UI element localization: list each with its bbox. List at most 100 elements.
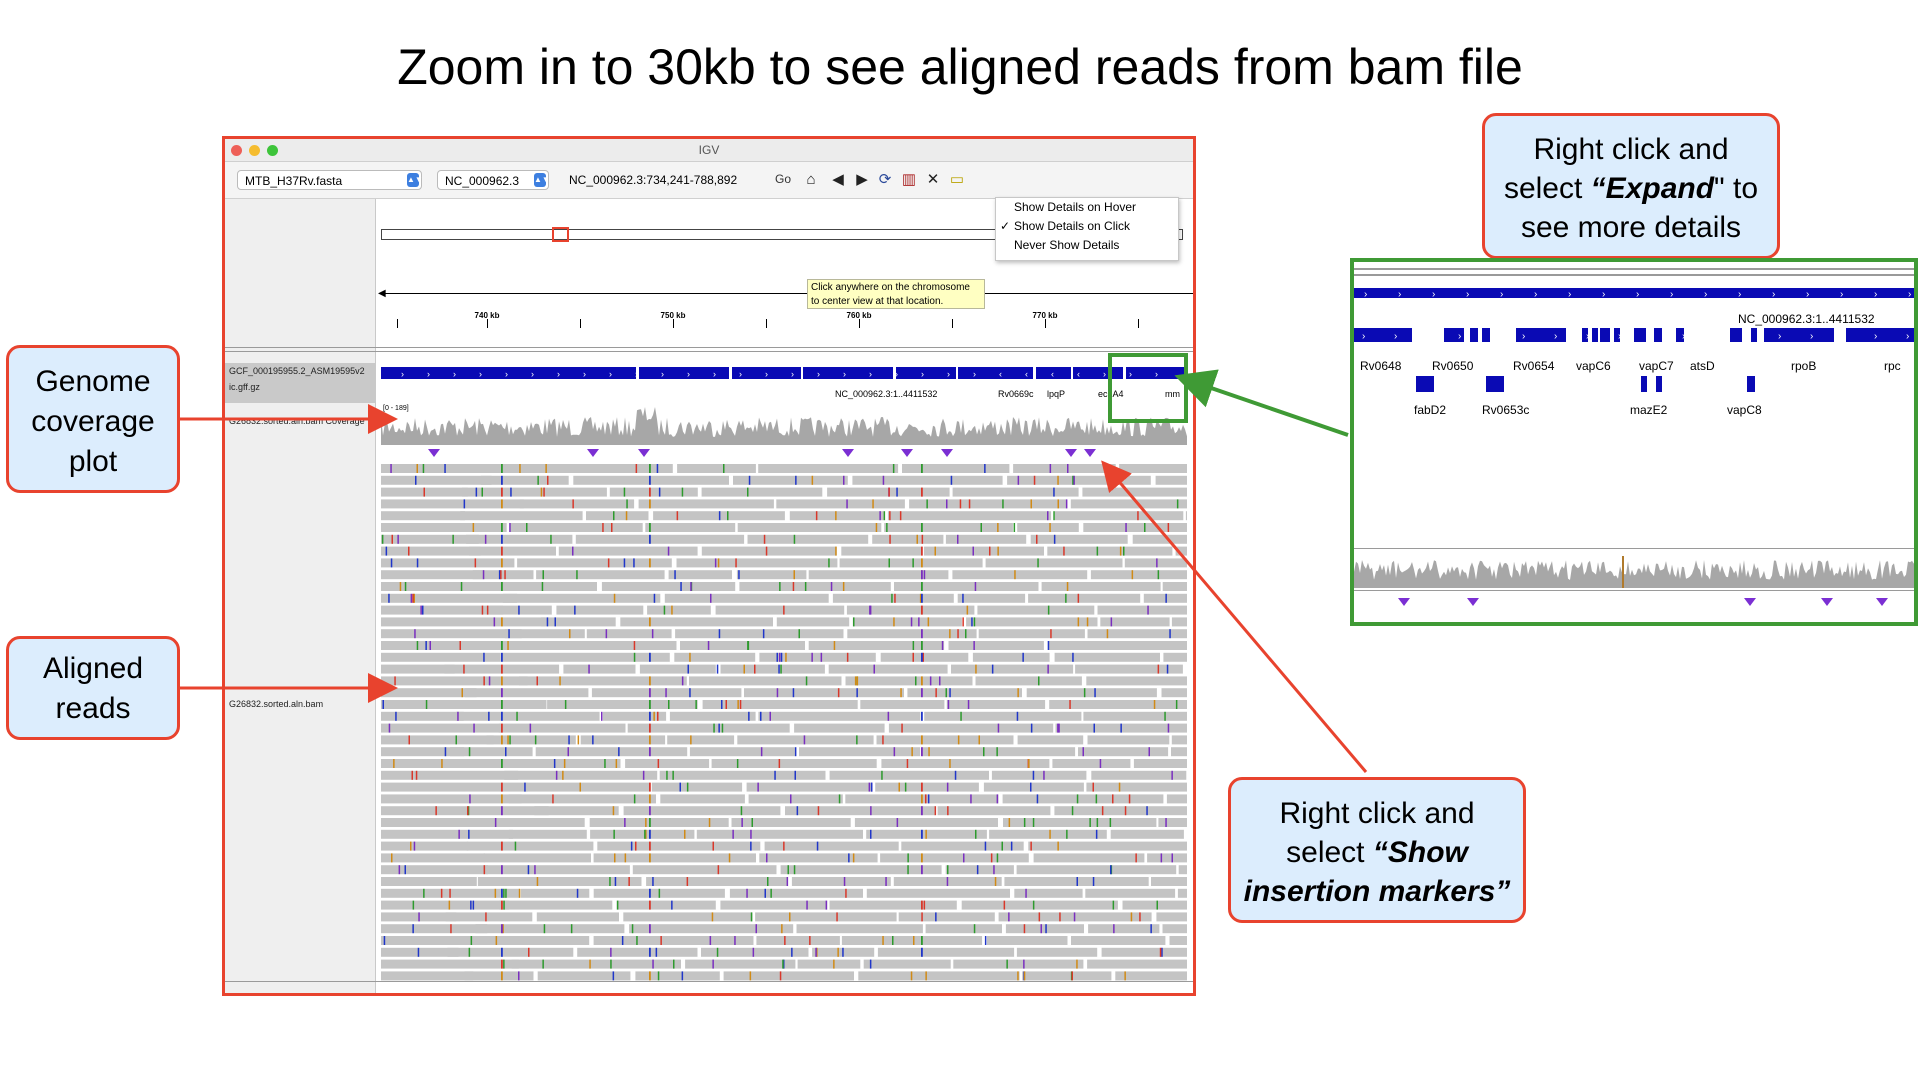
mismatch — [570, 924, 573, 934]
mismatch — [1003, 900, 1006, 910]
read — [638, 499, 774, 509]
zoom-window-button[interactable] — [267, 145, 278, 156]
insertion-arrow — [1101, 460, 1368, 773]
read — [536, 912, 619, 922]
insertion-marker[interactable] — [587, 449, 599, 457]
bottom-separator — [225, 981, 1193, 982]
mismatch — [613, 511, 615, 521]
back-icon[interactable]: ◀ — [832, 171, 844, 188]
mismatch — [658, 888, 661, 898]
menu-item-show-details-click[interactable]: ✓ Show Details on Click — [996, 217, 1178, 236]
read — [1171, 747, 1187, 757]
mismatch — [1053, 487, 1055, 497]
mismatch — [923, 570, 926, 580]
insertion-marker[interactable] — [941, 449, 953, 457]
mismatch — [991, 664, 994, 674]
mismatch — [735, 558, 737, 568]
variant-column — [921, 829, 923, 839]
annotation-track-name-2[interactable]: ic.gff.gz — [229, 382, 260, 392]
inset-expanded-genes[interactable]: › › › › › › › › › › › › › › › › › › — [1354, 328, 1914, 418]
strand-chevron: › — [1155, 369, 1158, 379]
strand-chevron: › — [765, 369, 768, 379]
close-window-button[interactable] — [231, 145, 242, 156]
chromosome-ideogram[interactable] — [381, 229, 1183, 240]
mismatch — [416, 641, 419, 650]
strand-chevron: › — [1602, 289, 1605, 300]
mismatch — [760, 747, 763, 757]
insertion-marker[interactable] — [1084, 449, 1096, 457]
read — [381, 877, 477, 886]
minimize-window-button[interactable] — [249, 145, 260, 156]
alignment-track-name[interactable]: G26832.sorted.aln.bam — [229, 699, 324, 709]
mismatch — [973, 617, 976, 627]
forward-icon[interactable]: ▶ — [856, 171, 868, 188]
strand-chevron: › — [1103, 369, 1106, 379]
aligned-reads-panel[interactable] — [381, 461, 1187, 981]
menu-item-show-details-hover[interactable]: Show Details on Hover — [1014, 200, 1137, 214]
mismatch — [652, 959, 654, 969]
mismatch — [947, 865, 949, 875]
chromosome-select[interactable]: NC_000962.3 ▲▼ — [437, 170, 550, 190]
read — [609, 487, 698, 497]
inset-gene — [1634, 328, 1646, 342]
mismatch — [1022, 652, 1024, 662]
refresh-icon[interactable]: ⟳ — [878, 171, 892, 188]
resize-icon[interactable]: ✕ — [926, 171, 940, 188]
mismatch — [621, 936, 624, 945]
mismatch — [918, 617, 920, 627]
go-button[interactable]: Go — [775, 172, 792, 186]
read — [1158, 818, 1187, 827]
insertion-marker[interactable] — [901, 449, 913, 457]
mismatch — [645, 829, 647, 839]
insertion-marker[interactable] — [428, 449, 440, 457]
mismatch — [681, 487, 684, 497]
read — [381, 688, 477, 698]
mismatch — [805, 676, 808, 686]
insertion-marker[interactable] — [1065, 449, 1077, 457]
strand-chevron: › — [531, 369, 534, 379]
home-icon[interactable]: ⌂ — [806, 171, 816, 188]
annotation-track-name[interactable]: GCF_000195955.2_ASM19595v2 — [229, 366, 365, 376]
gene-gap — [729, 367, 732, 379]
coverage-track-name[interactable]: G26832.sorted.aln.bam Coverage — [229, 416, 365, 426]
mismatch — [636, 936, 638, 945]
genome-select[interactable]: MTB_H37Rv.fasta ▲▼ — [237, 170, 423, 190]
mismatch — [1112, 794, 1114, 804]
read — [1162, 582, 1187, 591]
insertion-marker[interactable] — [842, 449, 854, 457]
mismatch — [1047, 664, 1049, 674]
inset-gene — [1654, 328, 1662, 342]
ruler-line[interactable] — [381, 293, 1193, 294]
mismatch — [912, 558, 914, 568]
locus-input[interactable]: NC_000962.3:734,241-788,892 — [569, 173, 738, 187]
mismatch — [913, 936, 915, 945]
read — [987, 936, 1068, 945]
gene-feature-bar[interactable] — [381, 367, 1187, 379]
mismatch — [1045, 924, 1047, 934]
popup-text-icon[interactable]: ▭ — [949, 171, 965, 188]
read — [1124, 558, 1187, 568]
read — [736, 570, 807, 580]
read — [675, 629, 844, 639]
read — [381, 759, 522, 768]
read — [1086, 676, 1187, 686]
inset-strand-bar — [1354, 288, 1914, 298]
mismatch — [789, 912, 791, 922]
read — [445, 912, 533, 922]
insertion-marker[interactable] — [638, 449, 650, 457]
roi-icon[interactable]: ▥ — [901, 171, 917, 188]
mismatch — [1095, 794, 1098, 804]
mismatch — [837, 688, 840, 698]
igv-window: IGV MTB_H37Rv.fasta ▲▼ NC_000962.3 ▲▼ NC… — [222, 136, 1196, 996]
read — [381, 924, 488, 934]
menu-item-never-show-details[interactable]: Never Show Details — [1014, 238, 1120, 252]
coverage-plot[interactable] — [381, 405, 1187, 445]
mismatch — [935, 912, 937, 922]
mismatch — [727, 511, 729, 521]
mismatch — [1128, 794, 1131, 804]
read — [1166, 794, 1187, 804]
read — [381, 794, 522, 804]
mismatch — [792, 582, 795, 591]
inset-gene-reverse — [1747, 376, 1755, 392]
